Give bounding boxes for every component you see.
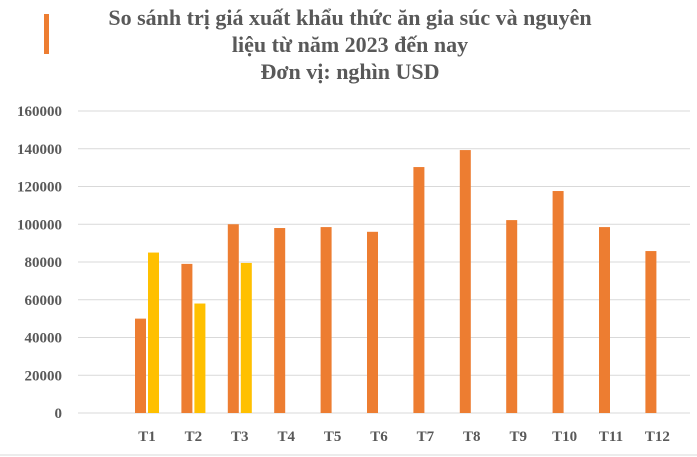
bar-T2-series-2	[194, 303, 206, 413]
x-tick-label: T10	[552, 429, 577, 445]
bar-T7-series-1	[413, 167, 425, 413]
bar-T3-series-2	[240, 262, 252, 413]
bar-T8-series-1	[459, 150, 471, 414]
x-tick-label: T8	[463, 429, 481, 445]
bar-T1-series-2	[148, 252, 159, 413]
bar-T10-series-1	[552, 191, 564, 413]
x-tick-label: T2	[185, 429, 203, 445]
bar-T9-series-1	[506, 220, 518, 413]
bar-T11-series-1	[599, 227, 610, 413]
y-tick-label: 60000	[25, 293, 63, 309]
title-line-3: Đơn vị: nghìn USD	[260, 59, 440, 84]
bar-T6-series-1	[367, 231, 378, 413]
y-tick-label: 80000	[25, 255, 63, 271]
y-tick-label: 0	[55, 406, 63, 422]
y-tick-label: 100000	[17, 217, 62, 233]
y-tick-label: 120000	[17, 180, 62, 196]
bar-T1-series-1	[135, 318, 146, 413]
bar-T4-series-1	[274, 228, 286, 413]
title-line-1: So sánh trị giá xuất khẩu thức ăn gia sú…	[108, 5, 592, 30]
x-tick-label: T4	[277, 429, 295, 445]
x-tick-label: T12	[645, 429, 670, 445]
y-tick-label: 140000	[17, 142, 62, 158]
bar-T3-series-1	[227, 224, 239, 413]
x-tick-label: T3	[231, 429, 249, 445]
x-tick-label: T11	[599, 429, 623, 445]
bar-T5-series-1	[320, 227, 332, 413]
title-line-2: liệu từ năm 2023 đến nay	[231, 32, 469, 57]
x-tick-label: T5	[324, 429, 342, 445]
title-accent-bar	[44, 14, 49, 54]
x-tick-label: T1	[138, 429, 156, 445]
y-tick-label: 40000	[25, 331, 63, 347]
chart-title: So sánh trị giá xuất khẩu thức ăn gia sú…	[60, 4, 640, 85]
bar-T2-series-1	[181, 263, 193, 413]
x-tick-label: T9	[509, 429, 527, 445]
y-tick-label: 20000	[25, 368, 63, 384]
x-tick-label: T6	[370, 429, 388, 445]
y-tick-label: 160000	[17, 104, 62, 120]
x-tick-label: T7	[417, 429, 435, 445]
bar-T12-series-1	[645, 251, 657, 413]
